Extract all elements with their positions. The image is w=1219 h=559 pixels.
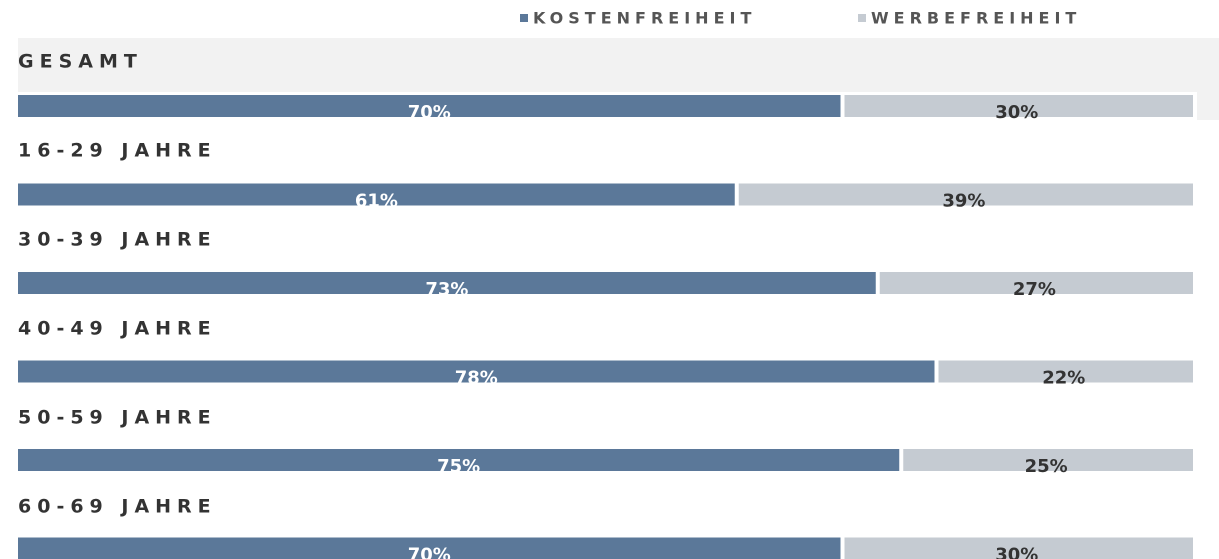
bar-segment	[938, 360, 1193, 383]
category-label: GESAMT	[18, 51, 143, 73]
value-label: 61%	[355, 191, 398, 212]
value-label: 70%	[408, 545, 451, 559]
bar-segment	[903, 449, 1193, 471]
category-label: 60-69 JAHRE	[18, 496, 217, 518]
value-label: 70%	[408, 102, 451, 123]
value-label: 30%	[995, 102, 1038, 123]
bar-segment	[18, 183, 735, 206]
legend-label: WERBEFREIHEIT	[871, 9, 1081, 28]
bar-segment	[738, 183, 1193, 206]
value-label: 75%	[437, 456, 480, 477]
bar-segment	[18, 449, 900, 471]
value-label: 30%	[995, 545, 1038, 559]
legend-swatch	[858, 14, 866, 22]
legend-swatch	[520, 14, 528, 22]
bar-segment	[18, 95, 841, 117]
bar-segment	[18, 537, 841, 559]
value-label: 22%	[1042, 368, 1085, 389]
value-label: 73%	[425, 279, 468, 300]
bar-segment	[844, 537, 1193, 559]
bar-segment	[844, 95, 1193, 117]
value-label: 78%	[455, 368, 498, 389]
value-label: 39%	[942, 191, 985, 212]
bar-segment	[18, 360, 935, 383]
value-label: 27%	[1013, 279, 1056, 300]
category-label: 16-29 JAHRE	[18, 140, 217, 162]
category-label: 50-59 JAHRE	[18, 407, 217, 429]
bar-segment	[879, 272, 1193, 294]
bar-segment	[18, 272, 876, 294]
category-label: 30-39 JAHRE	[18, 229, 217, 251]
value-label: 25%	[1025, 456, 1068, 477]
category-label: 40-49 JAHRE	[18, 318, 217, 340]
legend-label: KOSTENFREIHEIT	[533, 9, 756, 28]
